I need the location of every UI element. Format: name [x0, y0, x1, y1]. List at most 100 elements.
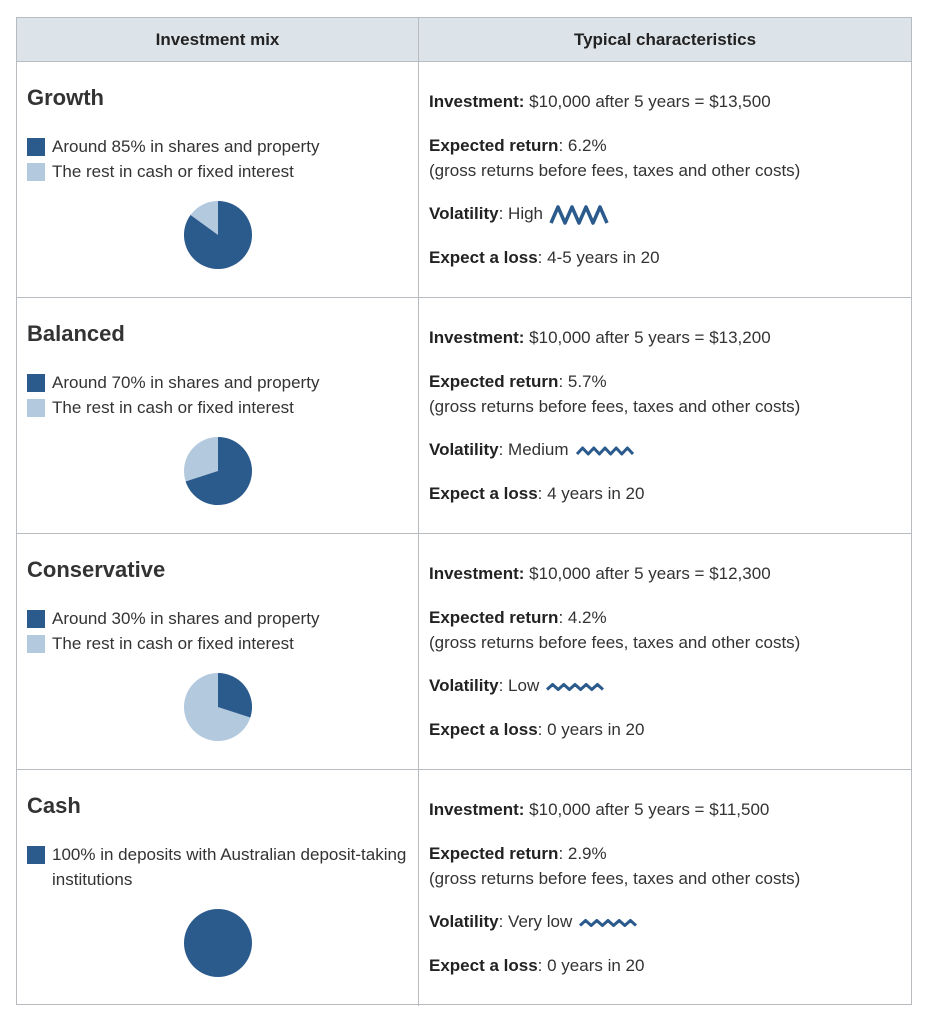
- investment-line: Investment: $10,000 after 5 years = $13,…: [429, 89, 901, 114]
- volatility-line: Volatility: Medium: [429, 437, 901, 462]
- mix-name: Growth: [27, 85, 104, 110]
- rest-swatch-icon: [27, 635, 45, 653]
- legend-item-rest: The rest in cash or fixed interest: [27, 395, 407, 420]
- legend-label: Around 70% in shares and property: [52, 373, 320, 392]
- pie-slice-shares: [218, 673, 253, 718]
- allocation-pie-chart: [183, 200, 253, 270]
- volatility-line-label: Volatility: [429, 912, 499, 931]
- expected-return-line-value: : 4.2%: [558, 608, 607, 627]
- volatility-line-value: : Very low: [498, 912, 573, 931]
- characteristics-cell: Investment: $10,000 after 5 years = $13,…: [419, 298, 911, 533]
- expected-return-line: Expected return: 2.9%: [429, 841, 901, 866]
- investment-line-value: $10,000 after 5 years = $11,500: [529, 800, 770, 819]
- expect-loss-line: Expect a loss: 0 years in 20: [429, 953, 901, 978]
- investment-mix-cell: Growth Around 85% in shares and property T…: [17, 62, 419, 297]
- volatility-line-label: Volatility: [429, 204, 499, 223]
- expect-loss-line-label: Expect a loss: [429, 956, 538, 975]
- volatility-line: Volatility: Very low: [429, 909, 901, 934]
- legend-item-shares: Around 30% in shares and property: [27, 606, 407, 631]
- investment-mix-cell: Cash 100% in deposits with Australian dep…: [17, 770, 419, 1006]
- return-note: (gross returns before fees, taxes and ot…: [429, 161, 801, 180]
- allocation-pie-chart: [183, 908, 253, 978]
- expected-return-line-label: Expected return: [429, 136, 559, 155]
- investment-line-label: Investment:: [429, 564, 525, 583]
- legend-label: The rest in cash or fixed interest: [52, 398, 294, 417]
- investment-mix-table: Investment mix Typical characteristics G…: [16, 17, 912, 1006]
- expect-loss-line-value: : 4 years in 20: [537, 484, 645, 503]
- mix-legend: Around 85% in shares and property The res…: [27, 134, 407, 184]
- pie-slice-shares: [185, 437, 252, 505]
- allocation-pie-chart: [183, 436, 253, 506]
- investment-line-value: $10,000 after 5 years = $13,500: [529, 92, 771, 111]
- investment-line-value: $10,000 after 5 years = $13,200: [529, 328, 771, 347]
- investment-line: Investment: $10,000 after 5 years = $11,…: [429, 797, 901, 822]
- header-typical-characteristics: Typical characteristics: [573, 30, 757, 49]
- return-note: (gross returns before fees, taxes and ot…: [429, 397, 801, 416]
- legend-item-rest: The rest in cash or fixed interest: [27, 159, 407, 184]
- expected-return-line: Expected return: 4.2%: [429, 605, 901, 630]
- wave-line: [579, 918, 638, 927]
- pie-slice-shares: [184, 909, 252, 977]
- mix-legend: Around 70% in shares and property The res…: [27, 370, 407, 420]
- rest-swatch-icon: [27, 399, 45, 417]
- header-investment-mix: Investment mix: [17, 18, 419, 61]
- expected-return-line-label: Expected return: [429, 844, 559, 863]
- mix-name: Conservative: [27, 557, 166, 582]
- shares-swatch-icon: [27, 138, 45, 156]
- expect-loss-line-label: Expect a loss: [429, 484, 538, 503]
- investment-line-label: Investment:: [429, 328, 525, 347]
- allocation-pie-chart: [183, 672, 253, 742]
- expect-loss-line-label: Expect a loss: [429, 720, 538, 739]
- characteristics-cell: Investment: $10,000 after 5 years = $12,…: [419, 534, 911, 769]
- expect-loss-line: Expect a loss: 4-5 years in 20: [429, 245, 901, 270]
- expected-return-line-value: : 2.9%: [558, 844, 607, 863]
- wave-line: [575, 446, 634, 456]
- investment-line-value: $10,000 after 5 years = $12,300: [529, 564, 771, 583]
- medium-volatility-wave-icon: [575, 446, 634, 456]
- expect-loss-line-value: : 0 years in 20: [537, 720, 645, 739]
- expected-return-line-value: : 5.7%: [558, 372, 607, 391]
- table-row: Balanced Around 70% in shares and propert…: [17, 298, 911, 534]
- mix-legend: Around 30% in shares and property The res…: [27, 606, 407, 656]
- expect-loss-line: Expect a loss: 0 years in 20: [429, 717, 901, 742]
- very-low-volatility-wave-icon: [579, 918, 638, 927]
- volatility-line-value: : High: [498, 204, 544, 223]
- investment-mix-cell: Conservative Around 30% in shares and pro…: [17, 534, 419, 769]
- expected-return-line-value: : 6.2%: [558, 136, 607, 155]
- investment-line: Investment: $10,000 after 5 years = $12,…: [429, 561, 901, 586]
- wave-line: [549, 204, 609, 225]
- legend-item-shares: Around 85% in shares and property: [27, 134, 407, 159]
- table-row: Cash 100% in deposits with Australian dep…: [17, 770, 911, 1006]
- high-volatility-wave-icon: [549, 204, 609, 225]
- expect-loss-line: Expect a loss: 4 years in 20: [429, 481, 901, 506]
- investment-line: Investment: $10,000 after 5 years = $13,…: [429, 325, 901, 350]
- expected-return-line: Expected return: 5.7%: [429, 369, 901, 394]
- table-row: Conservative Around 30% in shares and pro…: [17, 534, 911, 770]
- characteristics-cell: Investment: $10,000 after 5 years = $13,…: [419, 62, 911, 297]
- expected-return-line: Expected return: 6.2%: [429, 133, 901, 158]
- investment-line-label: Investment:: [429, 92, 525, 111]
- shares-swatch-icon: [27, 374, 45, 392]
- volatility-line-label: Volatility: [429, 676, 499, 695]
- investment-line-label: Investment:: [429, 800, 525, 819]
- expected-return-line-label: Expected return: [429, 608, 559, 627]
- shares-swatch-icon: [27, 610, 45, 628]
- legend-label: 100% in deposits with Australian deposit…: [52, 845, 407, 889]
- mix-name: Cash: [27, 793, 81, 818]
- legend-label: Around 85% in shares and property: [52, 137, 320, 156]
- legend-item-rest: The rest in cash or fixed interest: [27, 631, 407, 656]
- table-row: Growth Around 85% in shares and property T…: [17, 62, 911, 298]
- expect-loss-line-label: Expect a loss: [429, 248, 538, 267]
- table-header-row: Investment mix Typical characteristics: [17, 18, 911, 62]
- legend-label: The rest in cash or fixed interest: [52, 162, 294, 181]
- pie-slice-shares: [183, 201, 252, 269]
- mix-name: Balanced: [27, 321, 125, 346]
- investment-mix-cell: Balanced Around 70% in shares and propert…: [17, 298, 419, 533]
- volatility-line-value: : Low: [498, 676, 540, 695]
- legend-label: The rest in cash or fixed interest: [52, 634, 294, 653]
- expect-loss-line-value: : 4-5 years in 20: [537, 248, 660, 267]
- characteristics-cell: Investment: $10,000 after 5 years = $11,…: [419, 770, 911, 1006]
- legend-item-shares: 100% in deposits with Australian deposit…: [27, 842, 407, 892]
- volatility-line: Volatility: High: [429, 201, 901, 226]
- wave-line: [546, 682, 605, 691]
